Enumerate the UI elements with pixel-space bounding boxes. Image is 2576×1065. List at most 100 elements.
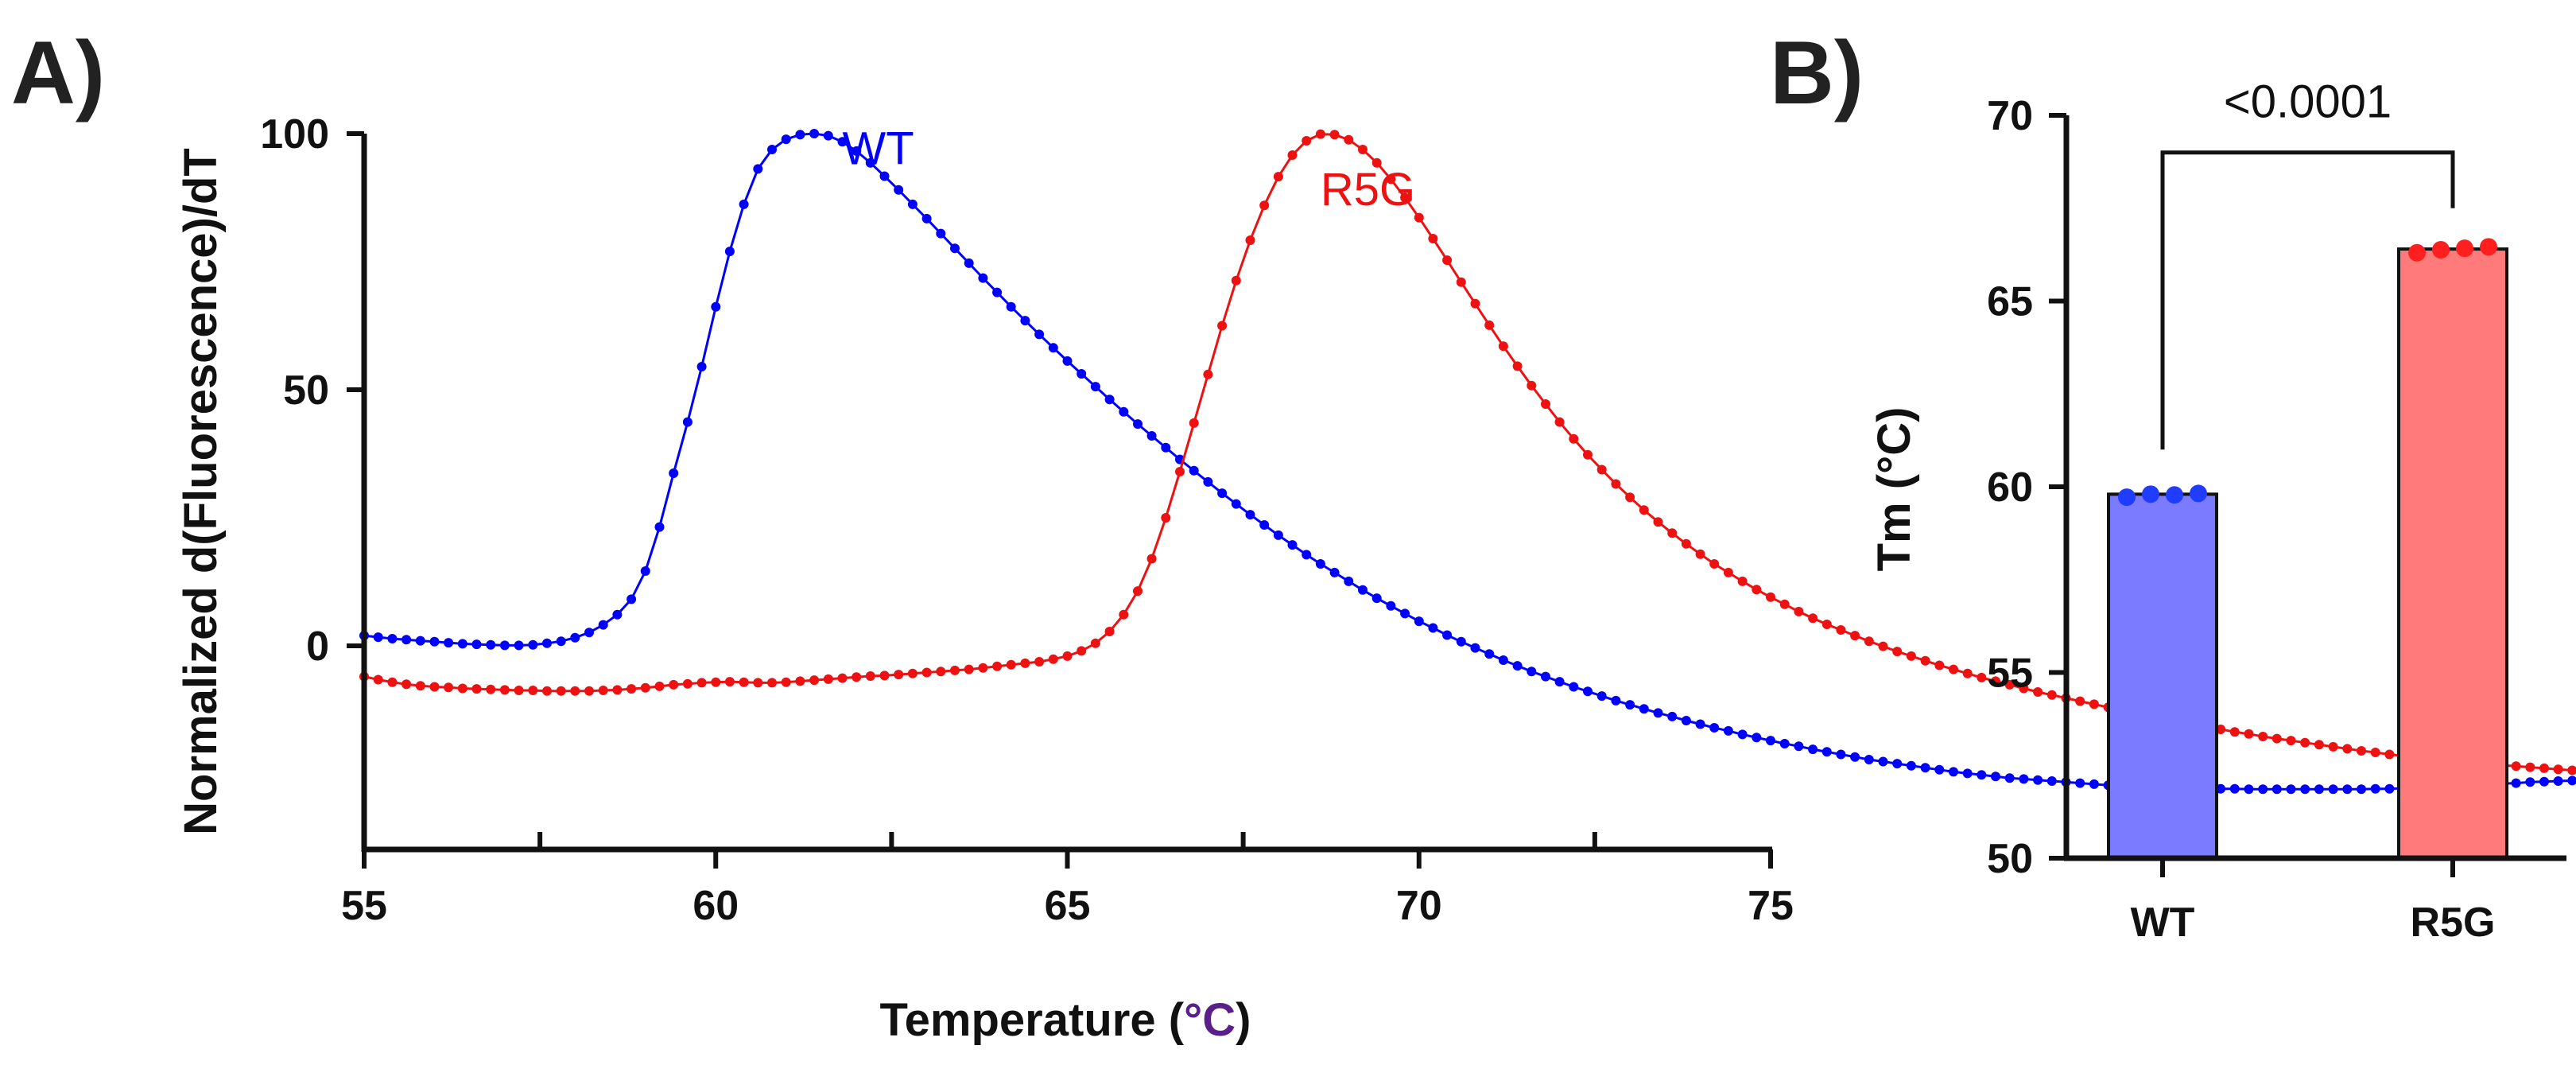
data-point-wt [1583,686,1593,697]
data-point-r5g [964,664,974,674]
data-point-wt [2511,778,2521,788]
data-point-r5g [978,663,988,673]
data-point-r5g [1259,200,1270,211]
data-point-r5g [1709,559,1720,569]
data-point-r5g [2258,732,2268,741]
data-point-wt [1779,739,1790,748]
data-point-r5g [837,673,848,683]
replicate-point-wt [2166,486,2183,504]
data-point-r5g [1962,668,1973,678]
data-point-r5g [1203,369,1213,379]
data-point-r5g [894,670,904,680]
data-point-wt [865,157,875,168]
series-label-wt: WT [842,123,914,175]
data-point-r5g [598,686,608,695]
bar-wt [2107,492,2218,861]
data-point-r5g [669,679,679,690]
series-line-r5g [363,133,2576,772]
data-point-wt [767,145,777,154]
data-point-r5g [2229,727,2240,737]
data-point-wt [1245,510,1255,520]
replicate-point-r5g [2456,239,2473,258]
data-point-wt [1752,733,1762,743]
data-point-wt [471,639,482,650]
tm-x-axis-labels: WT R5G [2131,858,2495,946]
data-point-wt [1104,395,1115,405]
data-point-wt [1709,723,1720,733]
data-point-wt [1512,661,1523,671]
data-point-r5g [781,677,791,687]
data-point-r5g [809,675,820,686]
data-point-wt [1723,725,1733,736]
data-point-wt [1371,593,1382,604]
data-point-r5g [767,678,777,688]
x-tick-label: 60 [692,883,739,929]
data-point-wt [2258,784,2268,795]
y-axis-ticks: 0 50 100 [260,111,364,670]
data-point-wt [1596,691,1607,702]
data-point-r5g [795,676,805,686]
data-point-r5g [1161,513,1171,523]
data-point-r5g [2075,696,2085,706]
data-point-wt [696,362,707,371]
data-point-wt [402,635,412,645]
data-point-wt [1934,764,1945,775]
data-point-wt [1189,465,1199,476]
data-point-r5g [1344,134,1354,145]
data-point-wt [669,468,679,478]
data-point-wt [2328,784,2338,795]
x-tick-label: 70 [1396,883,1442,929]
data-point-wt [1217,488,1228,499]
data-point-r5g [1273,172,1283,182]
data-point-wt [1161,442,1171,453]
data-point-wt [1484,649,1495,659]
replicate-point-r5g [2480,238,2497,256]
data-point-wt [1203,476,1213,487]
data-point-wt [2216,783,2226,794]
data-point-r5g [2004,679,2015,690]
melt-curve-series-layer: WT R5G [359,123,2576,795]
data-point-r5g [627,684,637,694]
data-point-wt [1442,630,1453,640]
tm-y-axis-ticks: 50 55 60 65 70 [1987,93,2066,882]
panel-a-label: A) [11,23,105,122]
x-axis-title: Temperature (°C) [880,994,1251,1046]
data-point-wt [1231,499,1241,509]
x-axis-title-suffix: ) [1236,994,1251,1046]
data-point-r5g [514,686,524,695]
data-point-wt [1259,520,1270,530]
data-point-r5g [711,677,721,687]
data-point-wt [1639,704,1649,714]
replicate-point-wt [2190,484,2207,503]
data-point-r5g [1400,192,1410,203]
data-point-r5g [907,668,918,678]
data-point-r5g [1836,625,1846,635]
replicate-point-r5g [2432,241,2450,259]
data-point-r5g [1414,212,1424,223]
tm-bar-chart: 50 55 60 65 70 WT R5G Tm (°C) <0.0001 [1868,76,2566,946]
data-point-wt [1878,756,1888,767]
data-point-wt [2033,775,2043,785]
data-point-wt [2525,777,2535,787]
data-point-r5g [2300,737,2310,748]
data-point-r5g [1470,298,1480,309]
data-point-wt [415,636,425,646]
replicate-point-wt [2142,485,2159,503]
data-point-wt [1611,695,1621,705]
data-point-r5g [1498,341,1508,352]
data-point-wt [2370,783,2380,794]
data-point-wt [1977,770,1987,780]
data-point-r5g [1358,145,1368,154]
data-point-r5g [1371,157,1382,168]
data-point-wt [1794,741,1804,752]
data-point-r5g [1596,464,1607,475]
data-point-wt [640,566,650,576]
data-point-r5g [753,678,763,688]
data-point-wt [1315,559,1325,569]
data-point-r5g [2046,690,2057,700]
data-point-r5g [584,686,594,696]
tm-y-tick-label: 65 [1987,279,2033,325]
data-point-wt [2357,784,2366,795]
x-axis-title-unit: °C [1184,994,1236,1046]
